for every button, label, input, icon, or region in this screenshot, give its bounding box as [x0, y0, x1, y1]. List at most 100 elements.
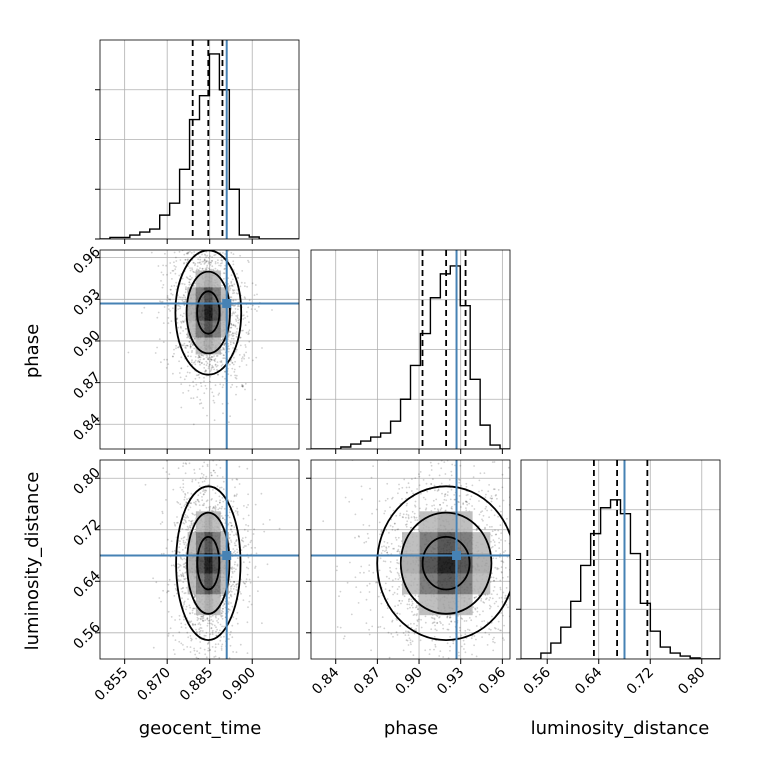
- sample-point: [250, 438, 252, 440]
- sample-point: [471, 484, 474, 487]
- sample-point: [238, 465, 241, 468]
- sample-point: [194, 502, 197, 505]
- sample-point: [140, 312, 143, 314]
- sample-point: [245, 458, 247, 460]
- sample-point: [199, 256, 201, 258]
- sample-point: [413, 515, 416, 518]
- sample-point: [205, 356, 208, 359]
- sample-point: [182, 644, 184, 646]
- density-cell: [195, 287, 204, 305]
- sample-point: [499, 556, 501, 558]
- sample-point: [458, 478, 460, 481]
- sample-point: [182, 483, 185, 485]
- sample-point: [210, 356, 213, 359]
- sample-point: [397, 550, 399, 552]
- sample-point: [212, 489, 214, 491]
- sample-point: [458, 481, 461, 484]
- sample-point: [472, 476, 475, 478]
- sample-point: [413, 517, 416, 519]
- contour-level-2: [185, 270, 231, 355]
- sample-point: [399, 545, 402, 548]
- sample-point: [244, 317, 247, 319]
- sample-point: [178, 563, 181, 566]
- sample-point: [242, 314, 245, 317]
- density-cell: [212, 552, 221, 574]
- sample-point: [408, 598, 411, 600]
- sample-point: [184, 578, 186, 581]
- sample-point: [205, 506, 208, 509]
- sample-point: [482, 514, 485, 517]
- sample-point: [453, 503, 456, 506]
- sample-point: [452, 660, 454, 662]
- sample-point: [414, 519, 417, 521]
- panels-layer: [95, 39, 721, 664]
- sample-point: [187, 636, 190, 639]
- sample-point: [465, 494, 468, 497]
- sample-point: [222, 272, 225, 275]
- sample-point: [401, 486, 404, 489]
- density-cell: [195, 511, 205, 533]
- sample-point: [170, 616, 173, 618]
- sample-point: [459, 464, 462, 467]
- sample-point: [424, 615, 427, 618]
- sample-point: [408, 637, 411, 640]
- density-cell: [220, 532, 229, 553]
- sample-point: [501, 560, 504, 563]
- sample-point: [266, 563, 269, 566]
- sample-point: [235, 540, 237, 543]
- sample-point: [452, 640, 455, 643]
- sample-point: [231, 362, 234, 364]
- sample-point: [515, 489, 517, 491]
- sample-point: [179, 564, 182, 567]
- density-cell: [220, 320, 230, 338]
- sample-point: [213, 247, 215, 249]
- sample-point: [449, 616, 452, 619]
- sample-point: [562, 528, 564, 530]
- sample-point: [233, 494, 236, 497]
- sample-point: [231, 570, 234, 573]
- sample-point: [430, 469, 433, 471]
- sample-point: [451, 505, 453, 508]
- sample-point: [438, 474, 441, 477]
- sample-point: [403, 478, 406, 481]
- sample-point: [431, 622, 434, 625]
- sample-point: [180, 245, 182, 247]
- sample-point: [469, 498, 472, 501]
- sample-point: [424, 498, 427, 501]
- sample-point: [184, 291, 187, 294]
- sample-point: [158, 597, 161, 599]
- sample-point: [185, 516, 187, 519]
- sample-point: [230, 360, 232, 362]
- sample-point: [190, 639, 193, 642]
- sample-point: [236, 507, 239, 510]
- sample-point: [232, 324, 235, 327]
- sample-point: [233, 289, 236, 292]
- density-cell: [195, 573, 205, 595]
- sample-point: [500, 539, 502, 541]
- sample-point: [184, 300, 187, 302]
- sample-point: [473, 465, 475, 467]
- sample-point: [491, 597, 494, 600]
- sample-point: [479, 472, 482, 475]
- sample-point: [220, 256, 223, 259]
- sample-point: [230, 299, 233, 301]
- sample-point: [365, 540, 368, 543]
- sample-point: [231, 636, 234, 639]
- sample-point: [166, 299, 169, 301]
- sample-point: [247, 493, 250, 496]
- sample-point: [238, 305, 241, 308]
- sample-point: [223, 357, 226, 359]
- sample-point: [419, 471, 422, 473]
- sample-point: [229, 594, 232, 597]
- sample-point: [231, 284, 234, 287]
- sample-point: [535, 624, 537, 626]
- sample-point: [211, 629, 214, 632]
- sample-point: [214, 363, 217, 366]
- sample-point: [202, 476, 204, 479]
- sample-point: [497, 620, 500, 623]
- sample-point: [176, 318, 179, 320]
- sample-point: [181, 549, 184, 551]
- sample-point: [480, 511, 482, 514]
- sample-point: [190, 342, 193, 345]
- sample-point: [254, 503, 257, 506]
